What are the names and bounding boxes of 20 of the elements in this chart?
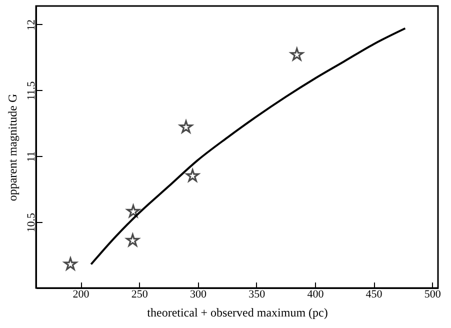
x-tick-label: 300: [190, 288, 207, 300]
x-tick-label: 350: [248, 288, 266, 300]
x-tick-label: 500: [424, 288, 442, 300]
x-tick-label: 400: [307, 288, 324, 300]
point: [126, 204, 140, 218]
point: [126, 234, 140, 246]
y-tick-label: 11: [26, 151, 38, 162]
line-series: [90, 27, 406, 266]
point: [290, 48, 304, 61]
y-axis-title: opparent magnitude G: [6, 94, 20, 202]
x-tick-label: 200: [72, 288, 90, 300]
point: [179, 120, 193, 133]
point: [64, 257, 78, 270]
x-tick-label: 450: [366, 288, 383, 300]
x-tick-label: 250: [131, 288, 148, 300]
y-tick-label: 11.5: [26, 80, 38, 100]
y-tick-label: 12: [26, 19, 38, 30]
y-tick-label: 10.5: [26, 212, 38, 232]
x-axis-title: theoretical + observed maximum (pc): [147, 306, 328, 320]
point: [186, 169, 200, 182]
